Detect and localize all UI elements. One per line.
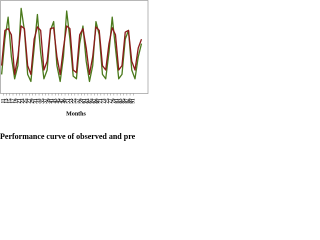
plot-frame	[0, 0, 149, 94]
x-tick-label: 11	[1, 98, 6, 103]
x-tick-label: 47	[60, 98, 65, 104]
x-tick-label: 27	[27, 98, 32, 104]
x-tick-label: 25	[24, 98, 29, 104]
x-tick-label: 41	[50, 98, 55, 104]
x-tick-label: 51	[66, 98, 71, 104]
x-tick-label: 85	[122, 98, 127, 104]
x-tick-label: 77	[109, 98, 114, 104]
x-tick-label: 39	[47, 98, 52, 104]
x-axis-title: Months	[66, 111, 86, 117]
x-tick-label: 63	[86, 98, 91, 104]
x-tick-label: 69	[96, 98, 101, 104]
x-tick-label: 91	[132, 98, 137, 104]
x-tick-label: 49	[63, 98, 68, 104]
x-tick-label: 59	[79, 98, 84, 104]
series-line	[0, 25, 143, 76]
x-tick-label: 29	[31, 98, 36, 104]
x-tick-label: 71	[99, 98, 104, 104]
x-tick-label: 61	[83, 98, 88, 104]
x-tick-label: 17	[11, 98, 16, 104]
x-tick-label: 83	[118, 98, 123, 104]
x-tick-label: 13	[5, 98, 10, 104]
x-tick-label: 73	[102, 98, 107, 104]
chart: Months 7.Performance curve of observed a…	[0, 0, 149, 141]
x-tick-label: 55	[73, 98, 78, 104]
x-tick-label: 33	[37, 98, 42, 104]
x-tick-label: 87	[125, 98, 130, 104]
figure-caption: 7.Performance curve of observed and pre	[0, 132, 136, 141]
x-tick-label: 67	[92, 98, 97, 104]
x-tick-label: 45	[57, 98, 62, 104]
page: {"chart_data": {"type": "line", "caption…	[0, 0, 149, 141]
x-tick-label: 23	[21, 98, 26, 104]
x-tick-label: 81	[115, 98, 120, 104]
x-tick-label: 79	[112, 98, 117, 104]
x-tick-label: 19	[14, 98, 19, 104]
x-tick-label: 35	[40, 98, 45, 104]
x-tick-label: 53	[70, 98, 75, 104]
x-tick-label: 15	[8, 98, 13, 104]
x-tick-label: 21	[18, 98, 23, 104]
x-tick-label: 43	[53, 98, 58, 104]
x-tick-label: 89	[128, 98, 133, 104]
x-tick-label: 75	[105, 98, 110, 104]
x-tick-label: 31	[34, 98, 39, 104]
x-tick-label: 37	[44, 98, 49, 104]
x-tick-label: 65	[89, 98, 94, 104]
x-tick-label: 57	[76, 98, 81, 104]
